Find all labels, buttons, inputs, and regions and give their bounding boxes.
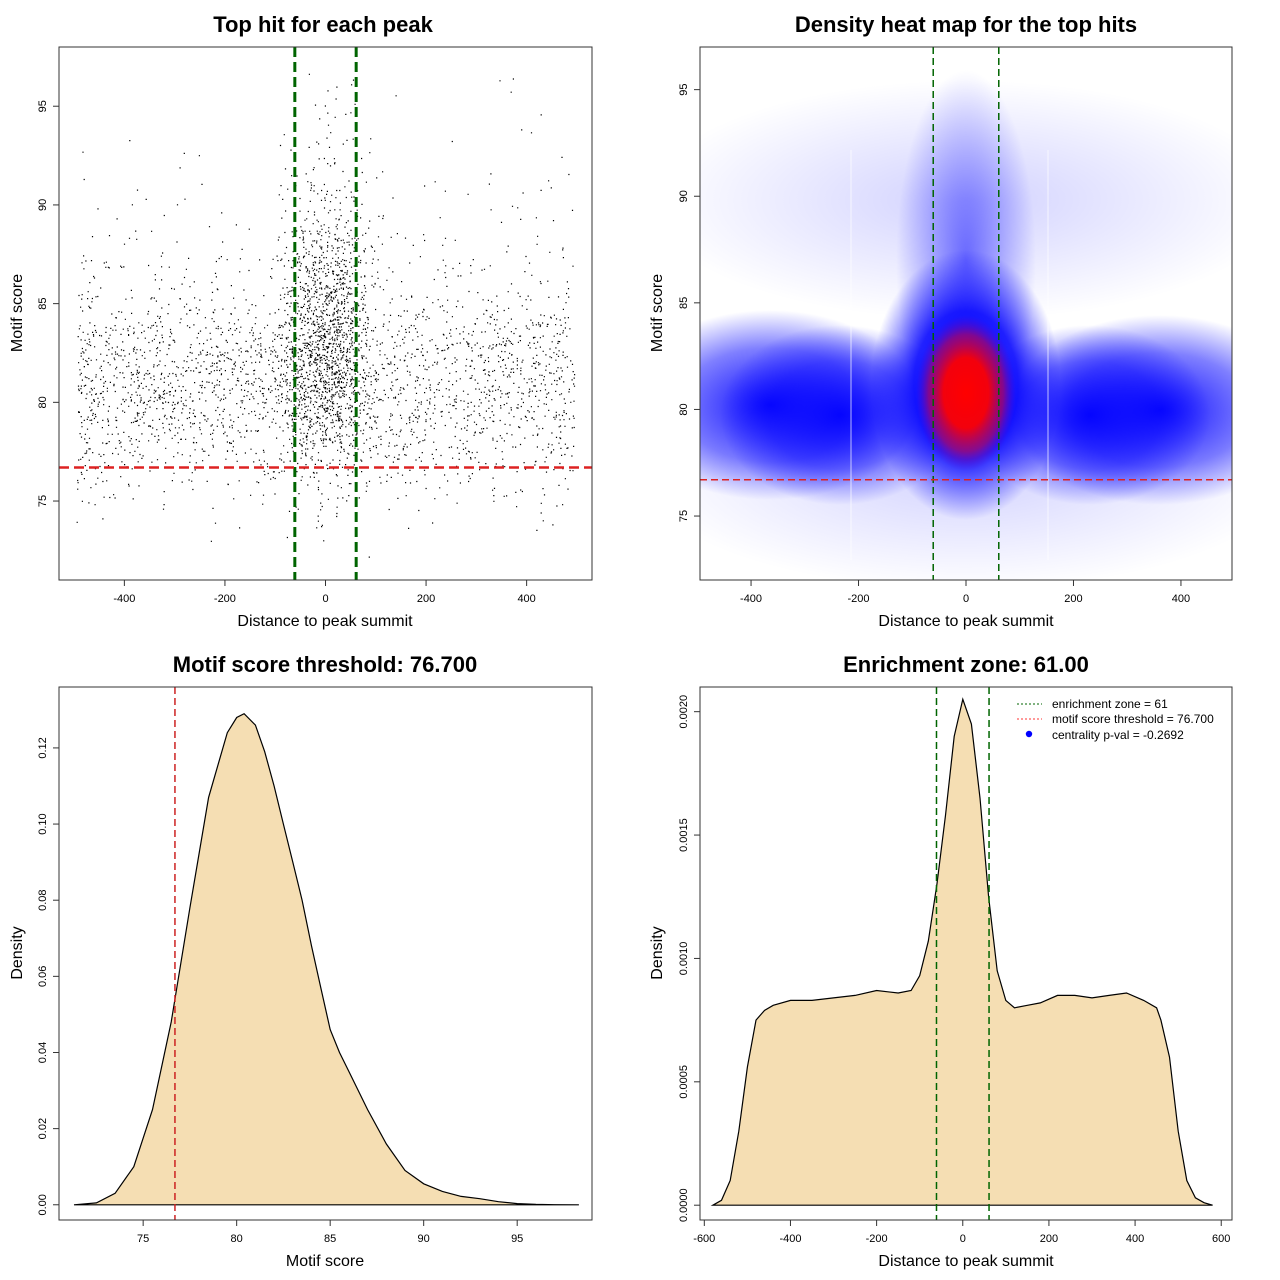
x-axis-label: Motif score (286, 1253, 364, 1270)
scatter-points (76, 73, 576, 558)
legend-item-enrichment: enrichment zone = 61 (1052, 697, 1168, 711)
y-tick-label: 95 (37, 100, 49, 112)
scatter-cloud (76, 73, 576, 558)
chart-title: Enrichment zone: 61.00 (843, 652, 1089, 677)
y-tick-label: 0.10 (37, 813, 49, 834)
y-tick-label: 0.04 (37, 1042, 49, 1063)
x-tick-label: 400 (1172, 593, 1190, 605)
y-axis-label: Motif score (649, 274, 666, 352)
y-axis-label: Density (9, 926, 26, 979)
x-axis-label: Distance to peak summit (878, 613, 1054, 630)
x-tick-label: 400 (517, 593, 535, 605)
chart-title: Top hit for each peak (213, 12, 433, 37)
x-tick-label: -600 (693, 1233, 715, 1245)
density-area (73, 712, 579, 1206)
x-tick-label: -400 (113, 593, 135, 605)
density-area (710, 697, 1213, 1206)
y-tick-label: 0.0010 (678, 942, 690, 976)
x-tick-label: 75 (137, 1233, 149, 1245)
x-tick-label: 85 (324, 1233, 336, 1245)
chart-title: Density heat map for the top hits (795, 12, 1137, 37)
x-tick-label: 0 (963, 593, 969, 605)
y-tick-label: 0.12 (37, 737, 49, 758)
x-tick-label: -400 (740, 593, 762, 605)
x-tick-label: 0 (322, 593, 328, 605)
x-tick-label: -200 (866, 1233, 888, 1245)
x-axis-label: Distance to peak summit (237, 613, 413, 630)
y-tick-label: 90 (37, 199, 49, 211)
y-tick-label: 0.0015 (678, 818, 690, 852)
x-tick-label: -200 (214, 593, 236, 605)
x-ticks: -600 -400 -200 0 200 400 600 (693, 1220, 1230, 1245)
y-tick-label: 85 (678, 297, 690, 309)
y-ticks: 0.0000 0.0005 0.0010 0.0015 0.0020 (678, 695, 700, 1222)
x-tick-label: 200 (1064, 593, 1082, 605)
plot-frame (58, 686, 593, 1221)
y-tick-label: 0.0020 (678, 695, 690, 729)
x-tick-label: 80 (231, 1233, 243, 1245)
y-tick-label: 0.00 (37, 1194, 49, 1215)
chart-title: Motif score threshold: 76.700 (173, 652, 477, 677)
x-tick-label: 90 (418, 1233, 430, 1245)
y-axis-label: Density (649, 926, 666, 979)
x-tick-label: 95 (511, 1233, 523, 1245)
legend-item-centrality: centrality p-val = -0.2692 (1052, 728, 1184, 742)
y-tick-label: 75 (678, 510, 690, 522)
legend-key-centrality (1025, 730, 1033, 738)
y-tick-label: 80 (678, 403, 690, 415)
y-tick-label: 0.0005 (678, 1065, 690, 1099)
y-ticks: 75 80 85 90 95 (37, 100, 59, 507)
x-tick-label: -400 (779, 1233, 801, 1245)
panel-distance-density: Enrichment zone: 61.00 -600 -400 -200 0 200 4… (649, 652, 1233, 1270)
y-tick-label: 0.08 (37, 889, 49, 910)
y-axis-label: Motif score (9, 274, 26, 352)
x-tick-label: 200 (417, 593, 435, 605)
y-ticks: 75 80 85 90 95 (678, 84, 700, 522)
x-tick-label: 0 (960, 1233, 966, 1245)
y-tick-label: 0.0000 (678, 1188, 690, 1222)
panel-heatmap: Density heat map for the top hits -400 -2… (649, 12, 1233, 630)
panel-scatter: Top hit for each peak -400 -200 0 200 400 75… (9, 12, 593, 630)
plot-frame (699, 686, 1233, 1221)
legend-item-threshold: motif score threshold = 76.700 (1052, 712, 1214, 726)
panel-score-density: Motif score threshold: 76.700 75 80 85 90 95… (9, 652, 593, 1270)
y-tick-label: 85 (37, 298, 49, 310)
y-tick-label: 90 (678, 190, 690, 202)
x-tick-label: 200 (1040, 1233, 1058, 1245)
x-tick-label: 600 (1212, 1233, 1230, 1245)
y-tick-label: 95 (678, 84, 690, 96)
x-tick-label: 400 (1126, 1233, 1144, 1245)
x-ticks: -400 -200 0 200 400 (113, 580, 536, 605)
y-tick-label: 80 (37, 396, 49, 408)
x-ticks: 75 80 85 90 95 (137, 1220, 523, 1245)
heatmap-field (700, 47, 1232, 580)
y-ticks: 0.00 0.02 0.04 0.06 0.08 0.10 0.12 (37, 737, 59, 1215)
plot-frame (58, 46, 593, 581)
x-axis-label: Distance to peak summit (878, 1253, 1054, 1270)
legend: enrichment zone = 61 motif score thresho… (1017, 697, 1214, 742)
y-tick-label: 75 (37, 495, 49, 507)
heat-core-red (916, 315, 1016, 471)
x-tick-label: -200 (848, 593, 870, 605)
y-tick-label: 0.02 (37, 1118, 49, 1139)
x-ticks: -400 -200 0 200 400 (740, 580, 1190, 605)
plot-frame (699, 46, 1233, 581)
y-tick-label: 0.06 (37, 966, 49, 987)
